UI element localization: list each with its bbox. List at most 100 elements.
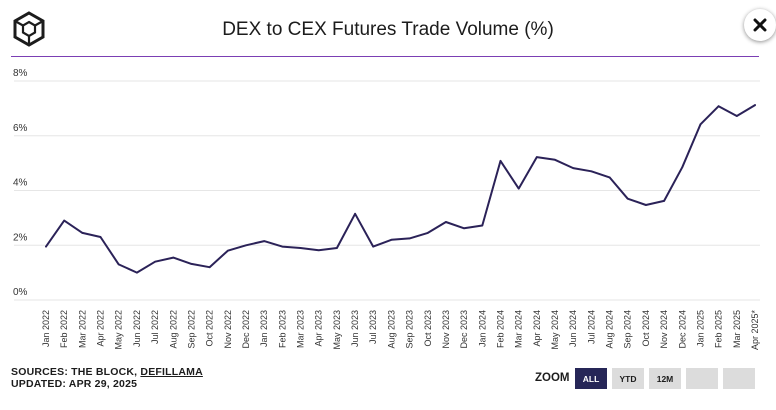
data-point bbox=[117, 263, 120, 266]
zoom-12m-button[interactable]: 12M bbox=[649, 368, 681, 389]
x-tick-label: Dec 2024 bbox=[677, 310, 687, 349]
data-point bbox=[663, 200, 665, 202]
data-point bbox=[608, 176, 611, 179]
y-tick-label: 6% bbox=[13, 123, 28, 134]
data-point bbox=[81, 232, 84, 234]
data-point bbox=[390, 238, 393, 241]
line-chart: 0% 2% 4% 6% 8% Jan 2022 Feb 2022 Mar 2022 Apr 20… bbox=[13, 68, 760, 351]
sources-block: SOURCES: THE BLOCK, DEFILLAMA UPDATED: A… bbox=[11, 366, 203, 390]
data-point bbox=[590, 170, 593, 173]
data-point bbox=[626, 197, 629, 200]
x-tick-label: Aug 2023 bbox=[386, 310, 396, 349]
data-point bbox=[208, 266, 211, 268]
x-tick-label: Jan 2022 bbox=[41, 310, 51, 347]
data-point bbox=[281, 245, 284, 248]
data-point bbox=[681, 166, 684, 169]
x-tick-label: Aug 2022 bbox=[168, 310, 178, 349]
close-button[interactable] bbox=[744, 9, 776, 41]
x-tick-label: Sep 2024 bbox=[623, 310, 633, 349]
data-point bbox=[154, 260, 156, 263]
zoom-blank-button-2[interactable] bbox=[723, 368, 755, 389]
data-point bbox=[372, 245, 375, 248]
data-point bbox=[445, 221, 447, 223]
x-tick-label: Mar 2022 bbox=[77, 310, 87, 348]
cube-logo-icon bbox=[11, 11, 47, 47]
x-tick-label: Apr 2024 bbox=[532, 310, 542, 347]
x-tick-label: Nov 2022 bbox=[223, 310, 233, 349]
updated-line: UPDATED: APR 29, 2025 bbox=[11, 378, 138, 390]
x-tick-label: Nov 2024 bbox=[659, 310, 669, 349]
x-tick-label: Jul 2023 bbox=[368, 310, 378, 344]
x-tick-label: Apr 2025* bbox=[750, 310, 760, 351]
x-tick-label: Oct 2024 bbox=[641, 310, 651, 347]
data-point bbox=[463, 227, 465, 230]
zoom-ytd-button[interactable]: YTD bbox=[612, 368, 644, 389]
x-tick-label: May 2023 bbox=[332, 310, 342, 350]
x-tick-label: Jul 2024 bbox=[586, 310, 596, 344]
y-tick-label: 0% bbox=[13, 287, 28, 298]
x-tick-label: Feb 2024 bbox=[495, 310, 505, 348]
data-point bbox=[99, 236, 102, 238]
data-point bbox=[317, 249, 320, 251]
data-point bbox=[517, 187, 520, 190]
data-point bbox=[572, 167, 575, 169]
x-tick-label: Jul 2022 bbox=[150, 310, 160, 344]
x-tick-label: May 2024 bbox=[550, 310, 560, 350]
x-tick-label: Feb 2022 bbox=[59, 310, 69, 348]
data-point bbox=[354, 212, 356, 215]
y-tick-label: 8% bbox=[13, 68, 28, 79]
data-point bbox=[536, 156, 538, 158]
x-tick-label: Mar 2023 bbox=[296, 310, 306, 348]
data-point bbox=[754, 104, 756, 106]
data-point bbox=[226, 249, 229, 252]
x-tick-label: Jan 2025 bbox=[695, 310, 705, 347]
x-tick-label: Jun 2022 bbox=[132, 310, 142, 347]
chart-title: DEX to CEX Futures Trade Volume (%) bbox=[222, 19, 554, 40]
zoom-label: ZOOM bbox=[535, 372, 570, 384]
data-point bbox=[336, 247, 338, 249]
data-point bbox=[63, 219, 65, 222]
data-point bbox=[263, 240, 265, 242]
data-point bbox=[499, 160, 502, 162]
title-divider bbox=[11, 56, 759, 57]
x-tick-label: Sep 2022 bbox=[186, 310, 196, 349]
zoom-all-button[interactable]: ALL bbox=[575, 368, 607, 389]
x-tick-label: Dec 2022 bbox=[241, 310, 251, 349]
x-tick-label: Sep 2023 bbox=[405, 310, 415, 349]
y-tick-label: 4% bbox=[13, 178, 28, 189]
data-point bbox=[481, 224, 484, 227]
x-tick-label: Jan 2024 bbox=[477, 310, 487, 347]
data-point bbox=[426, 232, 429, 234]
x-tick-label: Dec 2023 bbox=[459, 310, 469, 349]
data-point bbox=[408, 237, 411, 240]
series-line bbox=[45, 104, 756, 274]
zoom-blank-button-1[interactable] bbox=[686, 368, 718, 389]
data-point bbox=[245, 244, 247, 247]
data-point bbox=[717, 105, 720, 107]
x-tick-label: Apr 2022 bbox=[96, 310, 106, 347]
data-point bbox=[190, 263, 193, 265]
x-tick-label: Nov 2023 bbox=[441, 310, 451, 349]
x-tick-label: Oct 2023 bbox=[423, 310, 433, 347]
x-tick-label: Mar 2024 bbox=[514, 310, 524, 348]
close-icon bbox=[753, 18, 767, 32]
data-point bbox=[299, 247, 302, 249]
x-tick-label: Feb 2023 bbox=[277, 310, 287, 348]
data-point bbox=[699, 123, 702, 126]
sources-line: SOURCES: THE BLOCK, DEFILLAMA bbox=[11, 366, 203, 378]
x-tick-label: Mar 2025 bbox=[732, 310, 742, 348]
x-tick-label: Oct 2022 bbox=[205, 310, 215, 347]
sources-prefix: SOURCES: THE BLOCK, bbox=[11, 366, 141, 378]
x-tick-label: Apr 2023 bbox=[314, 310, 324, 347]
x-tick-label: Feb 2025 bbox=[714, 310, 724, 348]
x-tick-label: Jun 2024 bbox=[568, 310, 578, 347]
x-tick-label: May 2022 bbox=[114, 310, 124, 350]
x-tick-label: Aug 2024 bbox=[605, 310, 615, 349]
data-point bbox=[172, 256, 175, 259]
data-point bbox=[554, 159, 556, 161]
x-tick-label: Jan 2023 bbox=[259, 310, 269, 347]
y-tick-label: 2% bbox=[13, 232, 28, 243]
source-link-defillama[interactable]: DEFILLAMA bbox=[140, 366, 203, 378]
x-tick-label: Jun 2023 bbox=[350, 310, 360, 347]
data-point bbox=[736, 115, 738, 117]
